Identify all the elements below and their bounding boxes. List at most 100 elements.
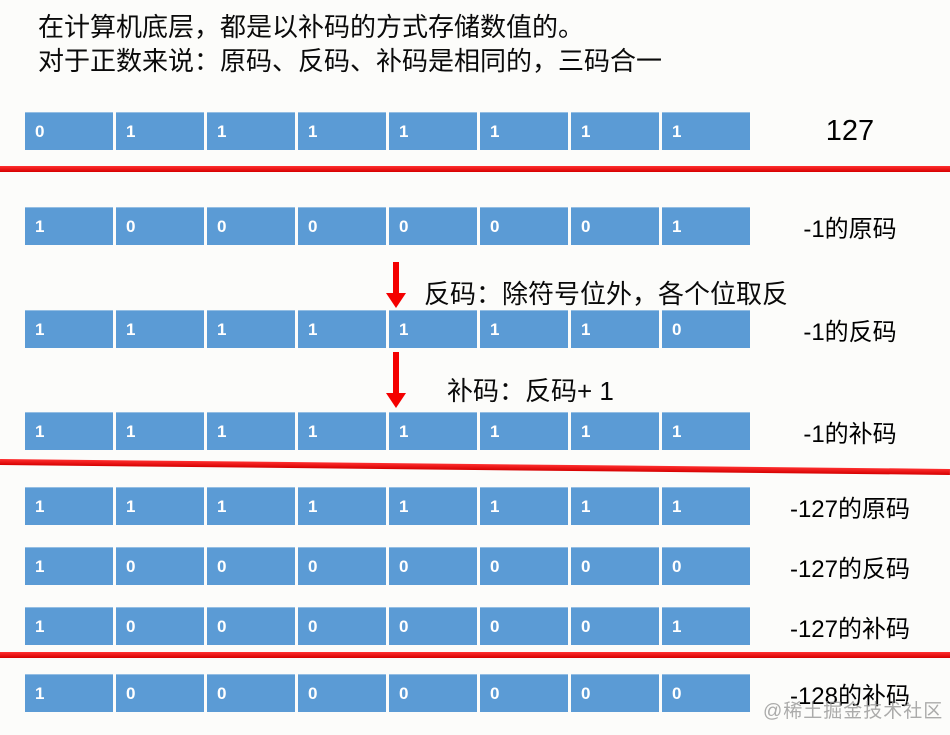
bit-cells: 0 1 1 1 1 1 1 1 [25, 112, 750, 150]
bit-cell: 0 [389, 674, 477, 712]
bit-cell: 1 [207, 310, 295, 348]
bit-row-neg1-inverse: 1 1 1 1 1 1 1 0 -1的反码 [0, 310, 950, 348]
bit-cell: 1 [571, 487, 659, 525]
bit-cell: 1 [207, 112, 295, 150]
bit-cell: 1 [480, 112, 568, 150]
bit-cell: 1 [25, 412, 113, 450]
bit-cell: 0 [480, 207, 568, 245]
bit-cell: 0 [207, 207, 295, 245]
bit-cell: 0 [662, 547, 750, 585]
bit-cell: 0 [389, 607, 477, 645]
bit-row-neg127-inverse: 1 0 0 0 0 0 0 0 -127的反码 [0, 547, 950, 585]
bit-cell: 0 [116, 547, 204, 585]
row-label-neg127-inverse: -127的反码 [789, 555, 911, 583]
row-label-neg128-complement: -128的补码 [789, 682, 911, 710]
bit-cell: 1 [662, 412, 750, 450]
row-label-neg127-original: -127的原码 [789, 495, 911, 523]
complement-rule-annotation: 补码：反码+ 1 [447, 376, 614, 406]
bit-cell: 0 [662, 674, 750, 712]
bit-cell: 0 [571, 547, 659, 585]
bit-cell: 0 [207, 607, 295, 645]
arrow-head [386, 393, 406, 408]
bit-cells: 1 1 1 1 1 1 1 1 [25, 487, 750, 525]
bit-cell: 1 [662, 112, 750, 150]
bit-cell: 1 [207, 487, 295, 525]
row-label-127: 127 [825, 114, 875, 147]
bit-cell: 1 [389, 487, 477, 525]
bit-cell: 0 [116, 674, 204, 712]
bit-row-127: 0 1 1 1 1 1 1 1 127 [0, 112, 950, 150]
bit-cell: 1 [480, 412, 568, 450]
bit-cell: 0 [298, 547, 386, 585]
bit-row-neg128-complement: 1 0 0 0 0 0 0 0 -128的补码 [0, 674, 950, 712]
bit-cell: 0 [571, 207, 659, 245]
bit-cell: 0 [662, 310, 750, 348]
bit-cell: 0 [116, 207, 204, 245]
bit-cell: 1 [25, 487, 113, 525]
bit-cell: 1 [25, 547, 113, 585]
bit-cells: 1 1 1 1 1 1 1 1 [25, 412, 750, 450]
bit-cell: 1 [480, 487, 568, 525]
separator-line-2 [0, 459, 950, 475]
bit-cell: 0 [25, 112, 113, 150]
bit-cell: 0 [571, 674, 659, 712]
row-label-neg1-original: -1的原码 [803, 215, 897, 243]
intro-line-2: 对于正数来说：原码、反码、补码是相同的，三码合一 [38, 46, 663, 76]
bit-cell: 1 [662, 207, 750, 245]
bit-cell: 0 [207, 674, 295, 712]
bit-cell: 1 [389, 412, 477, 450]
inverse-rule-annotation: 反码：除符号位外，各个位取反 [424, 279, 789, 309]
bit-cell: 1 [298, 412, 386, 450]
bit-row-neg1-complement: 1 1 1 1 1 1 1 1 -1的补码 [0, 412, 950, 450]
bit-cell: 1 [571, 412, 659, 450]
bit-cell: 1 [480, 310, 568, 348]
bit-cells: 1 0 0 0 0 0 0 0 [25, 674, 750, 712]
arrow-shaft [393, 352, 399, 393]
down-arrow-icon [386, 352, 406, 408]
bit-cell: 0 [389, 207, 477, 245]
bit-cell: 1 [571, 310, 659, 348]
bit-row-neg127-original: 1 1 1 1 1 1 1 1 -127的原码 [0, 487, 950, 525]
bit-cell: 0 [389, 547, 477, 585]
bit-row-neg1-original: 1 0 0 0 0 0 0 1 -1的原码 [0, 207, 950, 245]
bit-cell: 0 [480, 674, 568, 712]
watermark-text: @稀土掘金技术社区 [763, 701, 944, 722]
bit-cell: 1 [389, 310, 477, 348]
bit-cell: 1 [25, 674, 113, 712]
bit-cell: 0 [571, 607, 659, 645]
bit-cell: 0 [207, 547, 295, 585]
bit-row-neg127-complement: 1 0 0 0 0 0 0 1 -127的补码 [0, 607, 950, 645]
bit-cell: 1 [389, 112, 477, 150]
intro-line-1: 在计算机底层，都是以补码的方式存储数值的。 [38, 12, 585, 42]
bit-cell: 1 [207, 412, 295, 450]
bit-cell: 1 [571, 112, 659, 150]
bit-cell: 1 [25, 310, 113, 348]
row-label-neg1-complement: -1的补码 [803, 420, 897, 448]
bit-cell: 1 [298, 112, 386, 150]
bit-cell: 1 [298, 487, 386, 525]
bit-cells: 1 1 1 1 1 1 1 0 [25, 310, 750, 348]
bit-cell: 1 [298, 310, 386, 348]
down-arrow-icon [386, 262, 406, 308]
bit-cell: 0 [480, 607, 568, 645]
bit-cell: 0 [298, 207, 386, 245]
bit-cell: 1 [116, 487, 204, 525]
bit-cell: 0 [116, 607, 204, 645]
bit-cell: 1 [662, 487, 750, 525]
bit-cell: 1 [662, 607, 750, 645]
bit-cell: 1 [116, 112, 204, 150]
arrow-shaft [393, 262, 399, 293]
separator-line-1 [0, 166, 950, 172]
bit-cell: 0 [480, 547, 568, 585]
row-label-neg127-complement: -127的补码 [789, 615, 911, 643]
row-label-neg1-inverse: -1的反码 [803, 318, 897, 346]
bit-cells: 1 0 0 0 0 0 0 1 [25, 607, 750, 645]
bit-cell: 1 [25, 207, 113, 245]
bit-cells: 1 0 0 0 0 0 0 0 [25, 547, 750, 585]
intro-text: 在计算机底层，都是以补码的方式存储数值的。 对于正数来说：原码、反码、补码是相同… [38, 10, 662, 78]
bit-cell: 0 [298, 674, 386, 712]
bit-cells: 1 0 0 0 0 0 0 1 [25, 207, 750, 245]
separator-line-3 [0, 652, 950, 658]
arrow-head [386, 293, 406, 308]
